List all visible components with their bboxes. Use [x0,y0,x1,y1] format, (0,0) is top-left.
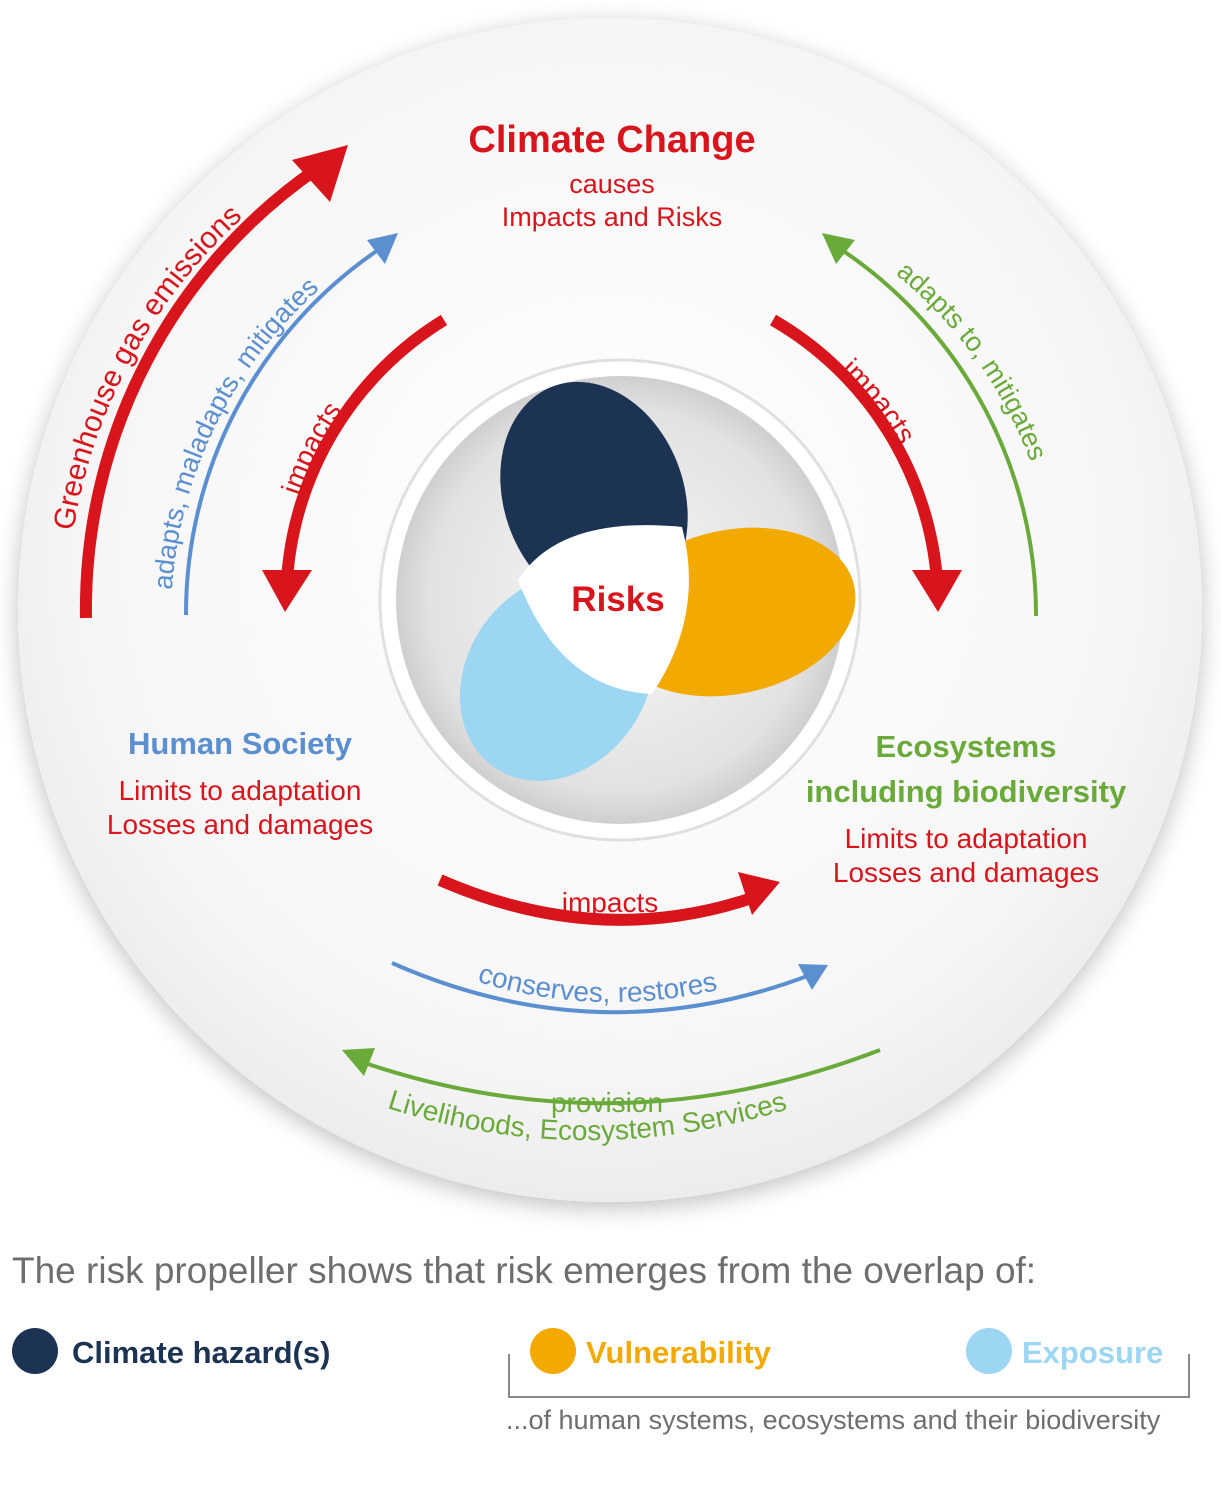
provision-arrow [361,1048,881,1106]
ecosystems-title-2: including biodiversity [806,774,1127,809]
exposure-legend-label: Exposure [1022,1335,1164,1370]
vulnerability-legend-dot [530,1328,576,1374]
conserves-arrow [391,961,811,1015]
climate-change-line2: Impacts and Risks [502,202,723,232]
legend-footnote: ...of human systems, ecosystems and thei… [506,1405,1161,1435]
hazard-legend-label: Climate hazard(s) [72,1335,331,1370]
caption: The risk propeller shows that risk emerg… [12,1250,1037,1291]
impacts-bottom-arrow [437,874,757,926]
arrows [79,145,1039,1106]
adapts-to-arrow [840,248,1039,617]
risk-overlap [518,525,689,694]
adapts-to-arrowhead [822,233,855,264]
ecosystems-line1: Limits to adaptation [845,823,1088,854]
hazard-legend-dot [12,1328,58,1374]
greenhouse-arrowhead [292,145,348,202]
climate-change-title: Climate Change [468,119,755,161]
adapts-arrowhead [367,233,398,264]
human-society-line1: Limits to adaptation [119,775,362,806]
impacts-bottom-arrowhead [738,872,780,915]
greenhouse-arrow [79,163,322,619]
risks-label: Risks [571,580,664,619]
exposure-legend-dot [966,1328,1012,1374]
vulnerability-legend-label: Vulnerability [586,1335,771,1370]
conserves-arrowhead [798,964,828,990]
impacts-right-arrowhead [912,570,962,612]
provision-arrowhead [342,1048,375,1076]
impacts-left-arrow [281,314,448,581]
impacts-right-arrow [769,314,943,581]
impacts-left-arrowhead [262,570,312,612]
impacts-bottom-label: impacts [562,887,658,918]
human-society-title: Human Society [128,726,353,761]
human-society-line2: Losses and damages [107,809,373,840]
ecosystems-title-1: Ecosystems [876,729,1057,764]
vulnerability-exposure-bracket [508,1354,1190,1398]
climate-change-line1: causes [569,169,655,199]
adapts-arrow [183,248,380,616]
provision-label: provision [551,1087,663,1118]
ecosystems-line2: Losses and damages [833,857,1099,888]
risk-propeller [459,381,856,781]
